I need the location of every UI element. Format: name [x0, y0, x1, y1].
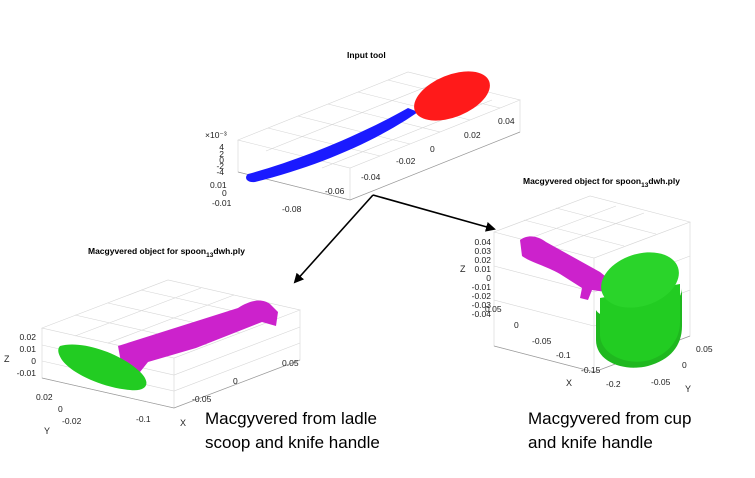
caption-cup-knife: Macgyvered from cup and knife handle	[528, 407, 691, 455]
left-y-tick: -0.02	[62, 416, 82, 426]
left-x-tick: 0	[233, 376, 238, 386]
left-result-plot: Macgyvered object for spoon13dwh.ply 0.0…	[4, 246, 302, 436]
input-tool-plot: Input tool ×10⁻³ 4 2 0 -2 -4 0.01 0 -0.0…	[205, 50, 521, 214]
input-plot-title: Input tool	[347, 50, 386, 60]
caption-right-line1: Macgyvered from cup	[528, 409, 692, 428]
right-knife-handle	[520, 236, 610, 300]
input-spoon-handle	[246, 108, 418, 183]
input-x-tick: -0.06	[325, 186, 345, 196]
right-z-tick: -0.01	[472, 282, 492, 292]
input-x-tick: -0.02	[396, 156, 416, 166]
right-result-plot: Macgyvered object for spoon13dwh.ply 0.0…	[460, 176, 713, 394]
right-z-ticks: 0.04 0.03 0.02 0.01 0 -0.01 -0.02 -0.03 …	[472, 237, 492, 319]
right-x-tick: -0.05	[532, 336, 552, 346]
right-y-label: Y	[685, 384, 691, 394]
input-z-tick: 2	[219, 149, 224, 159]
left-z-tick: 0	[31, 356, 36, 366]
arrow-to-right-plot	[372, 194, 496, 232]
left-plot-title: Macgyvered object for spoon13dwh.ply	[88, 246, 245, 259]
left-y-ticks: 0.02 0 -0.02	[36, 392, 82, 426]
right-z-tick: 0	[486, 273, 491, 283]
input-x-ticks: -0.08 -0.06 -0.04 -0.02 0 0.02 0.04	[282, 116, 515, 214]
caption-left-line1: Macgyvered from ladle	[205, 409, 377, 428]
left-y-tick: 0	[58, 404, 63, 414]
right-z-tick: 0.03	[474, 246, 491, 256]
left-z-ticks: 0.02 0.01 0 -0.01	[17, 332, 37, 378]
left-x-label: X	[180, 418, 186, 428]
left-y-label: Y	[44, 426, 50, 436]
right-x-tick: 0	[514, 320, 519, 330]
caption-left-line2: scoop and knife handle	[205, 433, 380, 452]
right-x-label: X	[566, 378, 572, 388]
input-y-tick: 0	[222, 188, 227, 198]
left-z-label: Z	[4, 354, 10, 364]
left-x-ticks: -0.1 -0.05 0 0.05	[136, 358, 299, 424]
right-z-tick: -0.02	[472, 291, 492, 301]
input-z-tick: 0	[219, 155, 224, 165]
left-z-tick: 0.01	[19, 344, 36, 354]
right-y-tick: 0	[682, 360, 687, 370]
right-z-tick: 0.02	[474, 255, 491, 265]
input-x-tick: -0.08	[282, 204, 302, 214]
input-z-tick: -4	[216, 167, 224, 177]
right-x-tick: -0.1	[556, 350, 571, 360]
input-exponent: ×10⁻³	[205, 130, 227, 140]
right-x-tick: -0.15	[581, 365, 601, 375]
left-z-tick: -0.01	[17, 368, 37, 378]
left-z-tick: 0.02	[19, 332, 36, 342]
input-z-tick: -2	[216, 161, 224, 171]
right-z-tick: -0.04	[472, 309, 492, 319]
left-x-tick: -0.05	[192, 394, 212, 404]
input-spoon-scoop	[414, 71, 490, 121]
left-knife-handle	[118, 300, 278, 372]
right-z-label: Z	[460, 264, 466, 274]
input-y-tick: 0.01	[210, 180, 227, 190]
left-x-tick: -0.1	[136, 414, 151, 424]
arrow-to-left-plot	[293, 194, 374, 284]
right-x-tick: -0.2	[606, 379, 621, 389]
left-x-tick: 0.05	[282, 358, 299, 368]
left-ladle-scoop	[58, 344, 147, 391]
input-z-ticks: 4 2 0 -2 -4	[216, 142, 224, 177]
caption-ladle-knife: Macgyvered from ladle scoop and knife ha…	[205, 407, 380, 455]
left-y-tick: 0.02	[36, 392, 53, 402]
right-y-tick: 0.05	[696, 344, 713, 354]
input-x-tick: 0.04	[498, 116, 515, 126]
input-y-tick: -0.01	[212, 198, 232, 208]
input-x-tick: 0.02	[464, 130, 481, 140]
right-y-ticks: 0.05 0 -0.05	[651, 344, 713, 387]
right-plot-title: Macgyvered object for spoon13dwh.ply	[523, 176, 680, 189]
right-y-tick: -0.05	[651, 377, 671, 387]
right-z-tick: 0.01	[474, 264, 491, 274]
right-x-ticks: 0.05 0 -0.05 -0.1 -0.15 -0.2	[485, 304, 621, 389]
caption-right-line2: and knife handle	[528, 433, 653, 452]
right-cup	[596, 252, 682, 368]
input-x-tick: 0	[430, 144, 435, 154]
input-x-tick: -0.04	[361, 172, 381, 182]
input-z-tick: 4	[219, 142, 224, 152]
right-z-tick: 0.04	[474, 237, 491, 247]
right-z-tick: -0.03	[472, 300, 492, 310]
input-y-ticks: 0.01 0 -0.01	[210, 180, 232, 208]
right-x-tick: 0.05	[485, 304, 502, 314]
